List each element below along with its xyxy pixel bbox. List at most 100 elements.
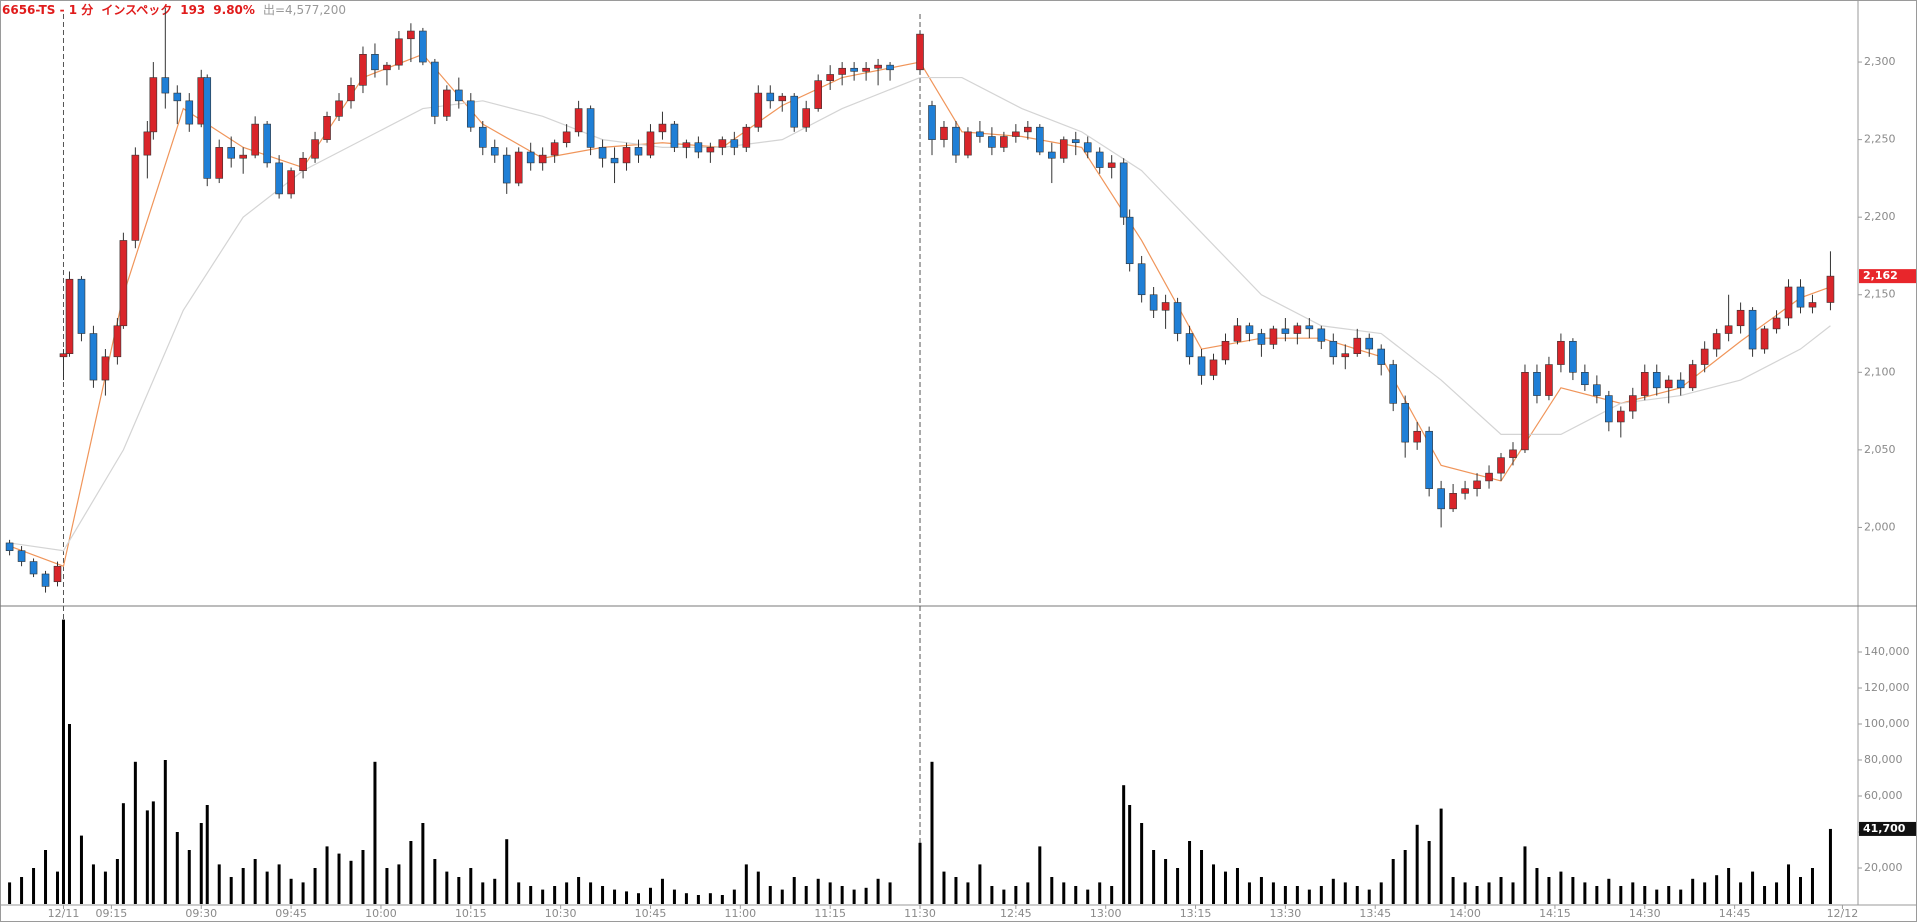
header-change: 193 <box>180 3 205 17</box>
candle-body <box>143 131 152 156</box>
candle-body <box>1437 488 1445 510</box>
candle-body <box>562 131 571 144</box>
volume-bar <box>1463 882 1467 904</box>
x-tick-label: 11:00 <box>724 907 756 920</box>
volume-bar <box>744 864 748 904</box>
x-tick-label: 10:30 <box>545 907 577 920</box>
y2-tick-label: 80,000 <box>1864 753 1903 766</box>
candle-body <box>443 89 451 117</box>
volume-bar <box>217 864 221 904</box>
candle-body <box>838 67 846 75</box>
volume-bar <box>954 877 958 904</box>
volume-bar <box>1535 868 1539 904</box>
candle-body <box>89 333 98 381</box>
volume-bar <box>8 882 12 904</box>
volume-bar <box>421 823 425 904</box>
candle-body <box>1826 275 1835 303</box>
volume-bar <box>121 803 125 904</box>
y-tick-label: 2,200 <box>1864 210 1896 223</box>
candle-body <box>1545 364 1553 396</box>
volume-bar <box>397 864 401 904</box>
candle-body <box>431 61 439 117</box>
volume-bar <box>918 842 922 904</box>
volume-bar <box>1559 871 1563 904</box>
candle-body <box>275 162 283 195</box>
moving-average <box>9 76 1831 552</box>
candle-body <box>862 67 870 72</box>
candle-body <box>1473 480 1481 489</box>
y2-tick-label: 140,000 <box>1864 645 1910 658</box>
candle-body <box>682 142 691 148</box>
candle-body <box>1784 286 1793 319</box>
volume-bar <box>133 761 137 904</box>
volume-bar <box>1715 875 1719 904</box>
volume-bar <box>990 886 994 904</box>
volume-bar <box>1643 886 1647 904</box>
volume-bar <box>1086 889 1090 904</box>
volume-bar <box>828 882 832 904</box>
y2-tick-label: 100,000 <box>1864 717 1910 730</box>
candle-body <box>598 147 607 159</box>
candle-body <box>718 139 727 148</box>
volume-bar <box>768 886 772 904</box>
candle-body <box>227 147 236 159</box>
candle-body <box>359 53 367 86</box>
candle-body <box>802 108 811 128</box>
candle-body <box>119 240 128 327</box>
candle-body <box>1593 384 1601 396</box>
volume-bar <box>1691 878 1695 904</box>
volume-bar <box>187 850 191 904</box>
candle-body <box>1024 126 1032 133</box>
candle-body <box>1071 139 1080 144</box>
volume-bar <box>589 882 593 904</box>
candle-body <box>1173 302 1182 334</box>
volume-bar <box>1379 882 1383 904</box>
x-tick-label: 14:30 <box>1629 907 1661 920</box>
volume-bar <box>145 810 149 904</box>
volume-bar <box>1176 868 1180 904</box>
candle-body <box>203 77 212 179</box>
candle-body <box>1617 410 1625 423</box>
candle-body <box>754 92 763 128</box>
candle-body <box>1748 309 1757 350</box>
volume-bar <box>613 889 617 904</box>
y-tick-label: 2,150 <box>1864 288 1896 301</box>
volume-bar <box>1415 824 1419 904</box>
x-tick-label: 09:30 <box>185 907 217 920</box>
candle-body <box>5 542 14 552</box>
volume-bar <box>469 868 473 904</box>
candle-body <box>1605 395 1613 423</box>
header: 6656-TS - 1 分インスペック 193 9.80% 出=4,577,200 <box>2 2 346 17</box>
volume-bar <box>517 882 521 904</box>
candle-body <box>185 100 194 125</box>
candle-body <box>347 85 355 102</box>
candle-body <box>1449 493 1457 510</box>
candle-body <box>41 573 50 587</box>
candle-body <box>538 154 547 164</box>
candle-body <box>101 356 110 381</box>
x-tick-label: 14:45 <box>1719 907 1751 920</box>
candle-body <box>1083 142 1092 153</box>
volume-bar <box>433 859 437 904</box>
y-tick-label: 2,250 <box>1864 133 1896 146</box>
volume-bar <box>1074 886 1078 904</box>
y2-tick-label: 60,000 <box>1864 789 1903 802</box>
candle-body <box>622 147 631 164</box>
candle-body <box>455 89 463 102</box>
volume-bar <box>1122 785 1126 904</box>
x-tick-label: 10:15 <box>455 907 487 920</box>
volume-bar <box>289 878 293 904</box>
candle-body <box>526 151 535 164</box>
volume-bar <box>1571 877 1575 904</box>
last-volume-box <box>1859 821 1916 836</box>
x-tick-label: 13:45 <box>1359 907 1391 920</box>
candle-body <box>299 157 307 171</box>
volume-bar <box>1583 882 1587 904</box>
x-tick-label: 13:30 <box>1270 907 1302 920</box>
candle-body <box>131 154 140 241</box>
volume-bar <box>565 882 569 904</box>
volume-bar <box>1295 886 1299 904</box>
candle-body <box>1000 136 1008 148</box>
candle-body <box>1652 372 1661 389</box>
